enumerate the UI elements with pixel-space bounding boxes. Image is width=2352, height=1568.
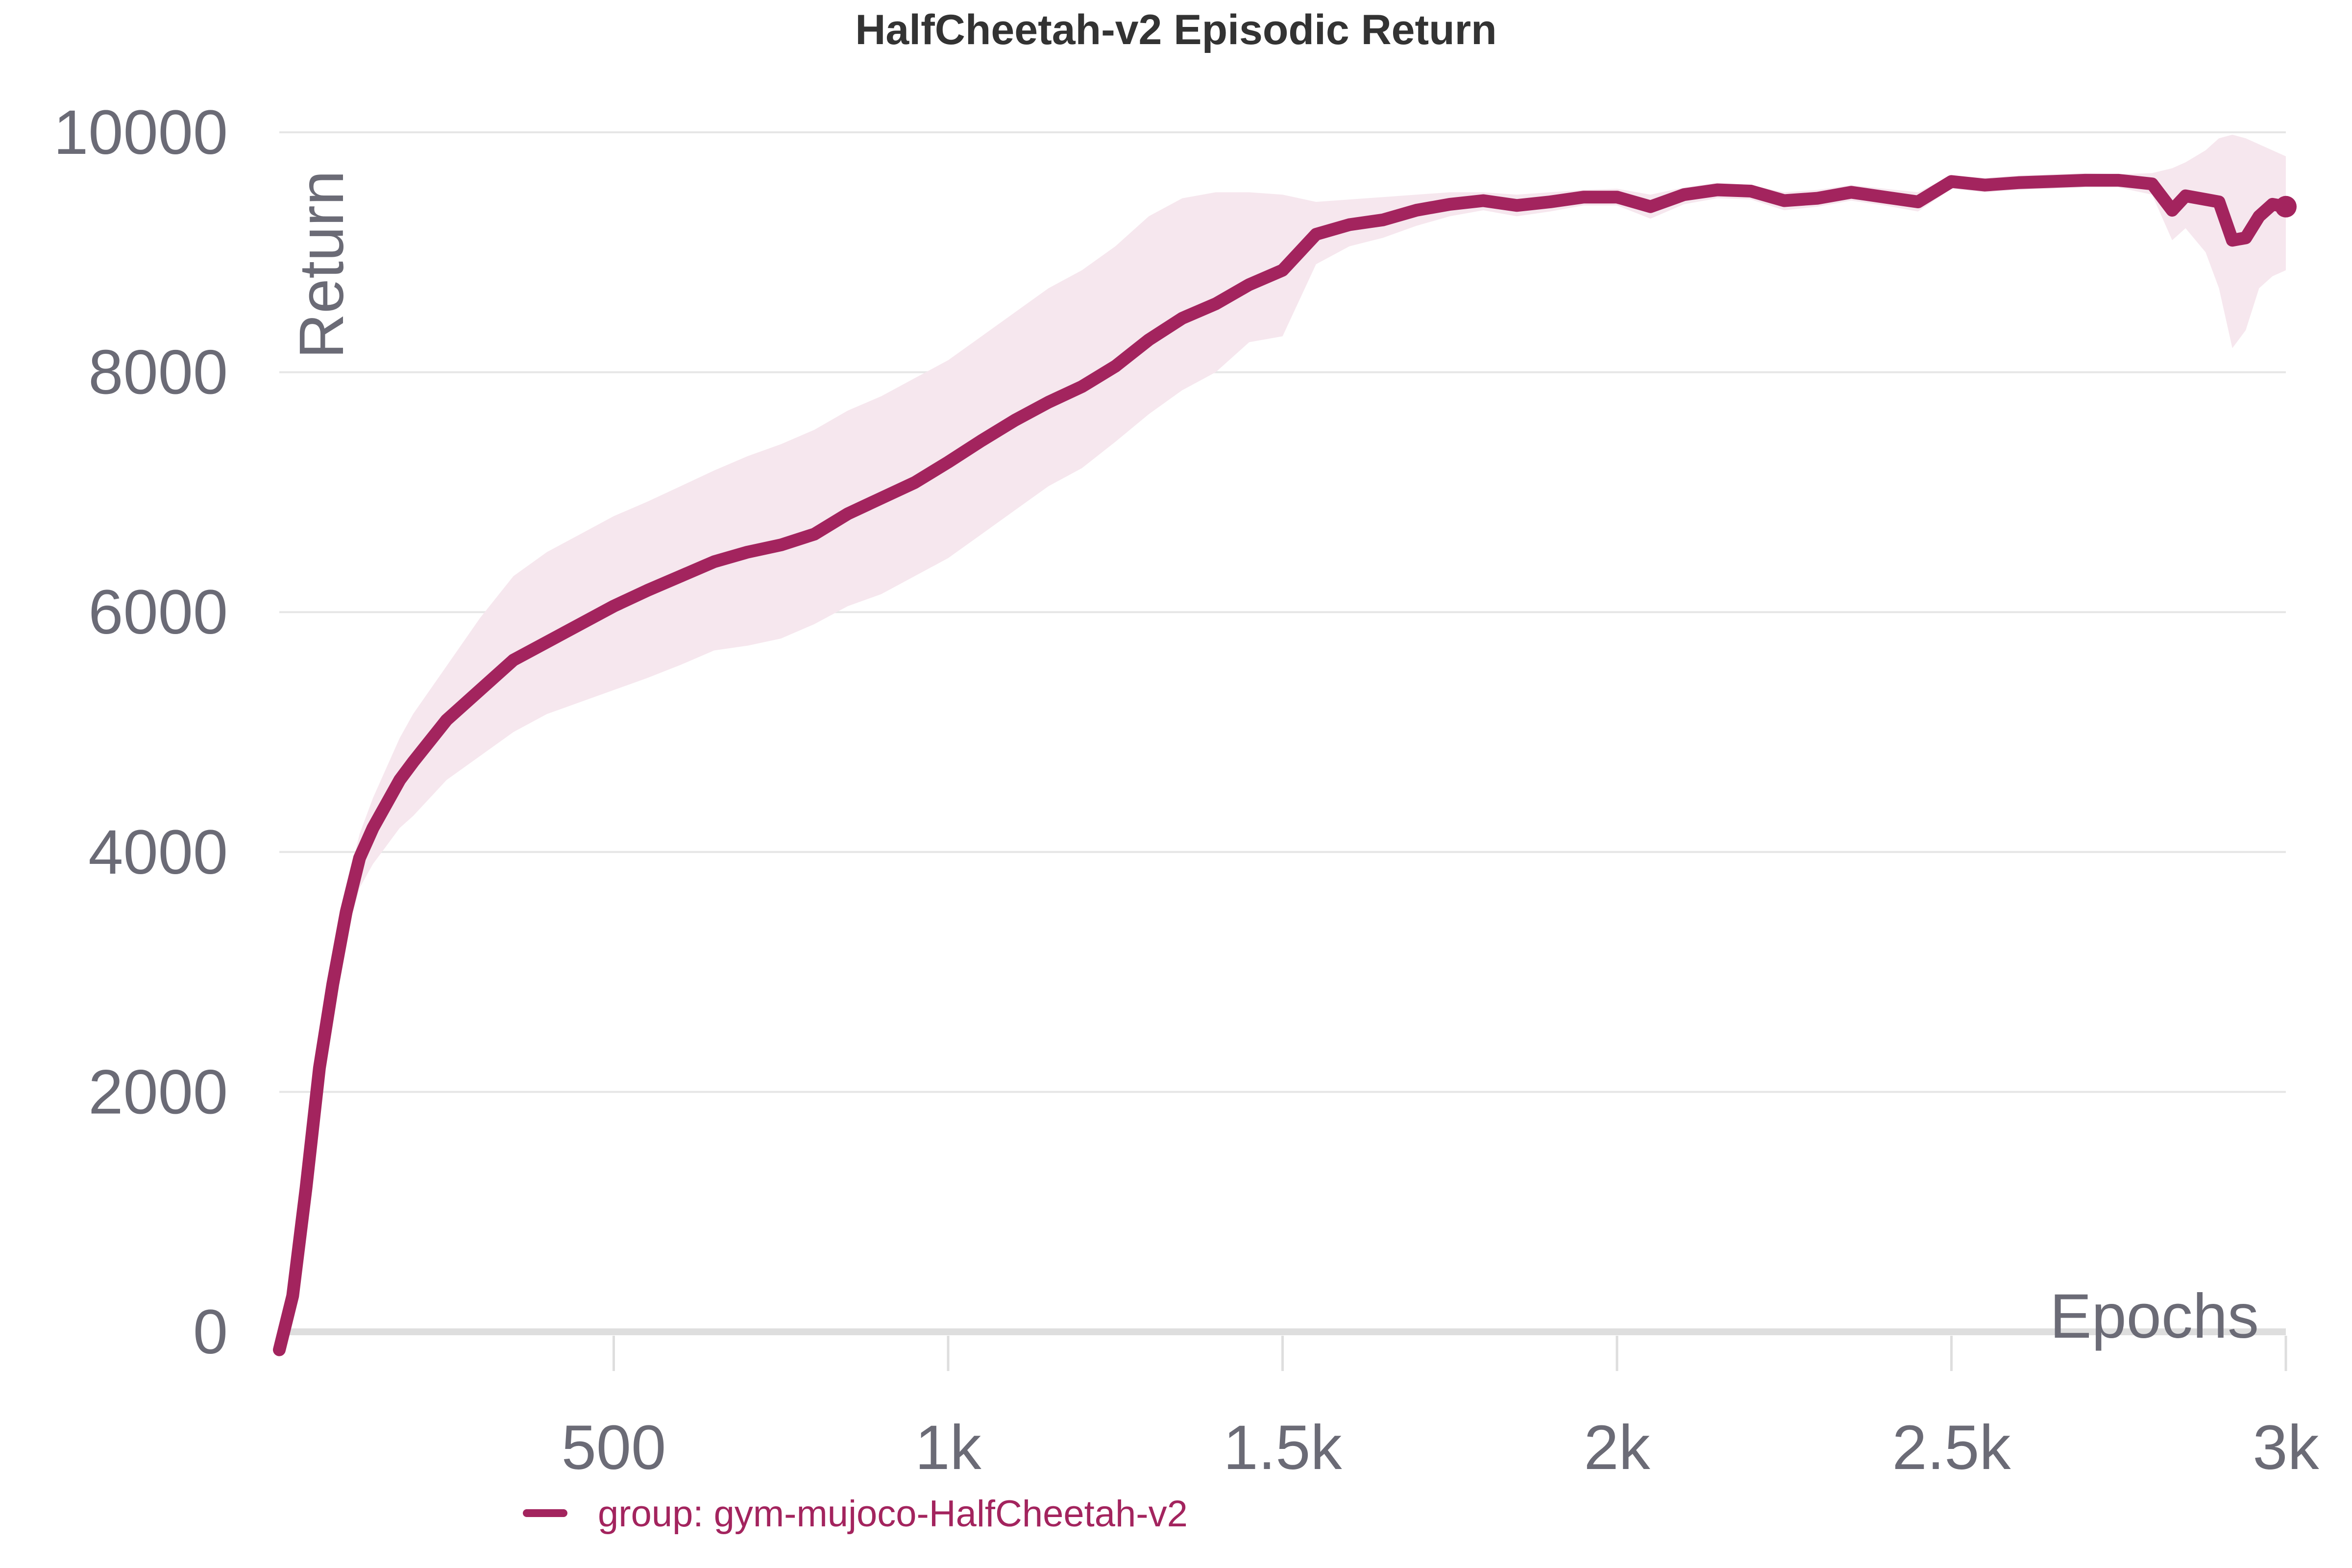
chart-title: HalfCheetah-v2 Episodic Return (855, 6, 1496, 53)
y-axis-label: Return (287, 171, 357, 359)
series-group (273, 173, 2297, 1356)
band-group (279, 134, 2286, 1356)
series-line (273, 173, 2292, 1356)
confidence-band (279, 134, 2286, 1356)
y-axis-ticks: 0 2000 4000 6000 8000 10000 (53, 98, 228, 1367)
legend-label: group: gym-mujoco-HalfCheetah-v2 (598, 1493, 1188, 1535)
x-tick-label: 2.5k (1892, 1413, 2011, 1483)
y-tick-label: 0 (193, 1297, 228, 1367)
x-tick-label: 2k (1584, 1413, 1650, 1483)
x-axis-label: Epochs (2050, 1281, 2259, 1351)
y-tick-label: 2000 (88, 1057, 228, 1127)
legend: group: gym-mujoco-HalfCheetah-v2 (523, 1493, 1188, 1535)
x-tick-label: 1k (915, 1413, 981, 1483)
y-tick-label: 8000 (88, 338, 228, 408)
y-tick-label: 10000 (53, 98, 228, 168)
y-tick-label: 6000 (88, 577, 228, 647)
x-tick-label: 1.5k (1224, 1413, 1343, 1483)
y-tick-label: 4000 (88, 817, 228, 887)
x-tick-label: 3k (2253, 1413, 2319, 1483)
x-tick-label: 500 (562, 1413, 666, 1483)
x-axis-ticks: 500 1k 1.5k 2k 2.5k 3k (562, 1336, 2320, 1483)
series-end-marker (2275, 196, 2297, 218)
